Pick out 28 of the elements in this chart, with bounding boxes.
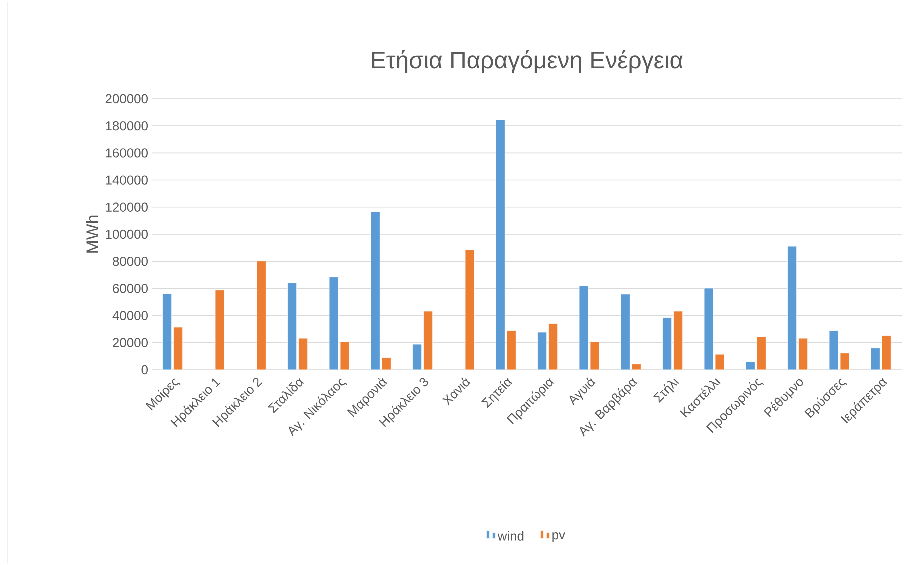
y-tick-label: 100000 [106, 230, 148, 240]
y-tick-label: 80000 [113, 257, 148, 266]
y-axis-title: MWh [86, 216, 98, 253]
y-tick-label: 200000 [106, 94, 148, 104]
y-tick-label: 160000 [106, 148, 148, 158]
y-tick-label: 40000 [112, 311, 148, 320]
bar [162, 294, 172, 370]
bar [788, 246, 798, 370]
legend-label: wind [498, 531, 524, 541]
bar [215, 290, 225, 370]
y-tick-label: 60000 [113, 284, 148, 294]
bar [288, 283, 298, 370]
bar [496, 120, 506, 370]
bar [870, 348, 880, 370]
bar [538, 332, 548, 370]
bar [620, 294, 630, 370]
bar [465, 250, 475, 370]
chart-title: Ετήσια Παραγόμενη Ενέργεια [372, 50, 683, 74]
bar [256, 261, 266, 370]
bar [370, 212, 380, 370]
y-tick-label: 20000 [113, 338, 148, 348]
legend-label: pv [552, 532, 566, 542]
y-tick-label: 0 [142, 365, 148, 375]
y-tick-label: 180000 [106, 122, 148, 131]
y-tick-label: 120000 [106, 202, 148, 212]
bar [412, 344, 422, 370]
bar [662, 318, 672, 370]
y-tick-label: 140000 [106, 176, 148, 185]
